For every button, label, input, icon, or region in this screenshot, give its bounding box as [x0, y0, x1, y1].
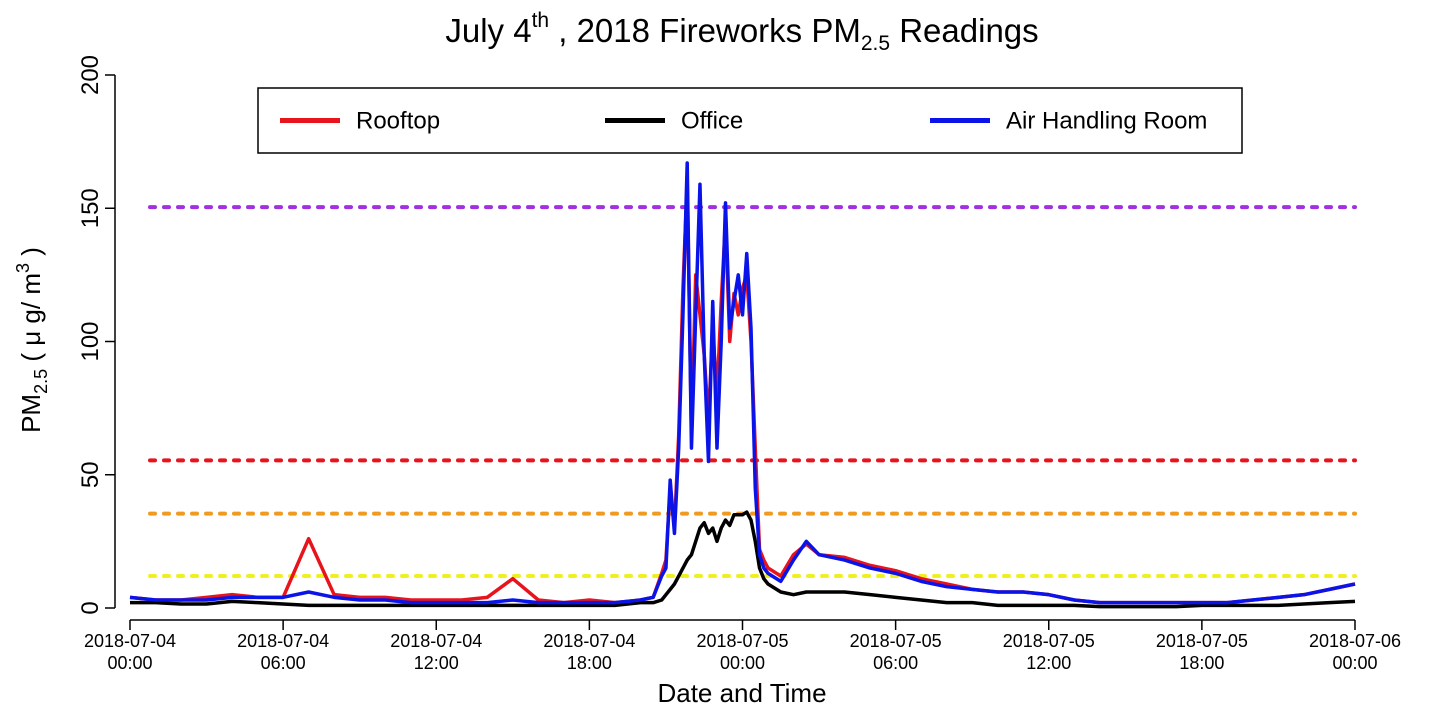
- y-title-part: PM: [16, 394, 46, 433]
- x-tick-label: 2018-07-04 18:00: [543, 631, 636, 673]
- x-tick-label: 2018-07-04 00:00: [83, 631, 177, 673]
- x-axis-title: Date and Time: [657, 678, 826, 708]
- title-part: July 4: [445, 12, 531, 49]
- legend-label: Office: [681, 108, 743, 135]
- y-axis-title: PM2.5 ( μ g/ m3 ): [13, 247, 51, 433]
- y-title-sub: 2.5: [31, 369, 51, 394]
- series-line: [129, 179, 1356, 605]
- y-tick-label: 0: [77, 601, 104, 614]
- title-part: , 2018 Fireworks PM: [549, 12, 861, 49]
- y-title-part: ( μ g/ m: [16, 273, 46, 369]
- legend-label: Rooftop: [356, 108, 440, 135]
- title-sub: 2.5: [861, 32, 890, 55]
- x-tick-label: 2018-07-05 06:00: [849, 631, 942, 673]
- y-title-part: ): [16, 247, 46, 263]
- title-part: Readings: [890, 12, 1039, 49]
- x-tick-label: 2018-07-05 18:00: [1155, 631, 1248, 673]
- y-tick-label: 50: [77, 461, 104, 488]
- series-line: [129, 161, 1356, 605]
- y-tick-label: 200: [77, 55, 104, 95]
- title-sup: th: [532, 9, 550, 32]
- legend-box: [257, 87, 1243, 154]
- x-tick-label: 2018-07-04 06:00: [237, 631, 330, 673]
- y-tick-label: 150: [77, 188, 104, 228]
- x-tick-label: 2018-07-05 12:00: [1002, 631, 1095, 673]
- series-line: [130, 510, 1356, 609]
- chart-title: July 4th , 2018 Fireworks PM2.5 Readings: [445, 9, 1038, 55]
- y-tick-label: 100: [77, 321, 104, 361]
- x-tick-label: 2018-07-05 00:00: [696, 631, 789, 673]
- x-tick-label: 2018-07-06 00:00: [1308, 631, 1402, 673]
- y-title-sup: 3: [13, 263, 33, 273]
- x-tick-label: 2018-07-04 12:00: [390, 631, 483, 673]
- legend-label: Air Handling Room: [1006, 108, 1207, 135]
